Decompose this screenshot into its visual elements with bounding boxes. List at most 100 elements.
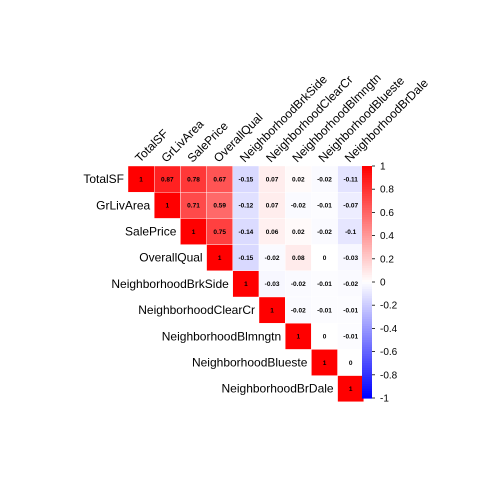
colorbar-step bbox=[362, 256, 372, 260]
cell-value-4-6: -0.02 bbox=[291, 281, 306, 288]
colorbar-step bbox=[362, 240, 372, 244]
heatmap-cell-2-4 bbox=[232, 218, 260, 245]
cell-value-2-7: -0.02 bbox=[317, 229, 332, 236]
row-label-SalePrice: SalePrice bbox=[125, 225, 177, 239]
colorbar-step bbox=[362, 219, 372, 223]
colorbar-step bbox=[362, 212, 372, 216]
cell-value-1-5: 0.07 bbox=[266, 203, 279, 210]
cell-value-2-2: 1 bbox=[192, 229, 196, 236]
colorbar-step bbox=[362, 395, 372, 399]
cell-value-2-6: 0.02 bbox=[292, 229, 305, 236]
colorbar-step bbox=[362, 272, 372, 276]
colorbar-step bbox=[362, 168, 372, 172]
colorbar-step bbox=[362, 258, 372, 262]
cell-value-1-7: -0.01 bbox=[317, 203, 332, 210]
column-labels: TotalSFGrLivAreaSalePriceOverallQualNeig… bbox=[132, 71, 431, 165]
cell-value-1-6: -0.02 bbox=[291, 203, 306, 210]
colorbar-step bbox=[362, 235, 372, 239]
colorbar-step bbox=[362, 282, 372, 285]
colorbar-step bbox=[362, 391, 372, 394]
colorbar-step bbox=[362, 344, 372, 348]
heatmap-cell-0-0 bbox=[127, 165, 155, 193]
cell-value-5-5: 1 bbox=[270, 307, 274, 314]
colorbar-step bbox=[362, 210, 372, 213]
colorbar-step bbox=[362, 346, 372, 350]
cell-value-4-8: -0.02 bbox=[343, 281, 358, 288]
colorbar-step bbox=[362, 291, 372, 295]
colorbar-step bbox=[362, 330, 372, 334]
colorbar-step bbox=[362, 295, 372, 299]
colorbar-step bbox=[362, 300, 372, 304]
heatmap-cell-1-1 bbox=[153, 191, 181, 219]
cell-value-1-2: 0.71 bbox=[187, 203, 200, 210]
colorbar-step bbox=[362, 309, 372, 313]
colorbar-step bbox=[362, 367, 372, 371]
colorbar-step bbox=[362, 277, 372, 281]
colorbar-step bbox=[362, 244, 372, 248]
colorbar-step bbox=[362, 198, 372, 202]
colorbar-step bbox=[362, 377, 372, 381]
colorbar-step bbox=[362, 203, 372, 207]
row-label-NeighborhoodBlmngtn: NeighborhoodBlmngtn bbox=[162, 329, 281, 343]
heatmap-cell-1-3 bbox=[206, 191, 234, 219]
colorbar-tick-label: 0.2 bbox=[380, 254, 394, 265]
colorbar-step bbox=[362, 233, 372, 237]
heatmap-cell-1-7 bbox=[311, 191, 338, 219]
heatmap-cell-5-7 bbox=[311, 296, 338, 324]
heatmap-cell-2-6 bbox=[285, 218, 312, 245]
cell-value-2-3: 0.75 bbox=[213, 229, 226, 236]
colorbar-step bbox=[362, 284, 372, 288]
heatmap-cell-3-8 bbox=[337, 244, 365, 272]
colorbar-step bbox=[362, 270, 372, 274]
colorbar-step bbox=[362, 360, 372, 364]
cell-value-3-3: 1 bbox=[218, 255, 222, 262]
heatmap-cell-2-7 bbox=[311, 218, 338, 245]
cell-value-3-7: 0 bbox=[323, 255, 327, 262]
cell-value-0-3: 0.67 bbox=[213, 176, 226, 183]
cell-value-8-8: 1 bbox=[349, 386, 353, 393]
colorbar-tick-label: 1 bbox=[380, 162, 386, 173]
cell-value-3-6: 0.08 bbox=[292, 255, 305, 262]
cell-value-1-4: -0.12 bbox=[238, 203, 253, 210]
heatmap-cell-1-6 bbox=[285, 191, 312, 219]
heatmap-cell-3-3 bbox=[206, 244, 234, 272]
colorbar-step bbox=[362, 205, 372, 209]
colorbar-step bbox=[362, 237, 372, 241]
cell-value-2-5: 0.06 bbox=[266, 229, 279, 236]
colorbar-step bbox=[362, 312, 372, 316]
colorbar-step bbox=[362, 342, 372, 346]
colorbar-step bbox=[362, 288, 372, 292]
cell-value-0-5: 0.07 bbox=[266, 176, 279, 183]
cell-value-4-5: -0.03 bbox=[265, 281, 280, 288]
heatmap-cell-5-5 bbox=[258, 296, 286, 324]
row-label-NeighborhoodClearCr: NeighborhoodClearCr bbox=[138, 303, 255, 317]
row-label-GrLivArea: GrLivArea bbox=[96, 198, 150, 212]
colorbar-step bbox=[362, 379, 372, 383]
colorbar-step bbox=[362, 349, 372, 353]
colorbar-step bbox=[362, 217, 372, 220]
heatmap-cell-5-8 bbox=[337, 296, 365, 324]
cell-value-0-7: -0.02 bbox=[317, 176, 332, 183]
colorbar-step bbox=[362, 186, 372, 190]
colorbar-step bbox=[362, 249, 372, 253]
row-label-TotalSF: TotalSF bbox=[83, 172, 124, 186]
colorbar-step bbox=[362, 328, 372, 332]
cell-value-6-7: 0 bbox=[323, 334, 327, 341]
colorbar-step bbox=[362, 221, 372, 225]
colorbar-step bbox=[362, 335, 372, 339]
heatmap-cell-5-6 bbox=[285, 296, 312, 324]
colorbar-step bbox=[362, 353, 372, 357]
colorbar-step bbox=[362, 358, 372, 362]
heatmap-cell-0-1 bbox=[153, 165, 181, 193]
heatmap-cell-8-8 bbox=[337, 375, 365, 403]
colorbar-step bbox=[362, 200, 372, 204]
colorbar-step bbox=[362, 177, 372, 181]
cell-value-0-1: 0.87 bbox=[161, 176, 174, 183]
colorbar-step bbox=[362, 393, 372, 397]
colorbar-step bbox=[362, 226, 372, 230]
cell-value-4-4: 1 bbox=[244, 281, 248, 288]
colorbar-step bbox=[362, 189, 372, 193]
colorbar-step bbox=[362, 305, 372, 309]
heatmap-cell-6-8 bbox=[337, 323, 365, 350]
